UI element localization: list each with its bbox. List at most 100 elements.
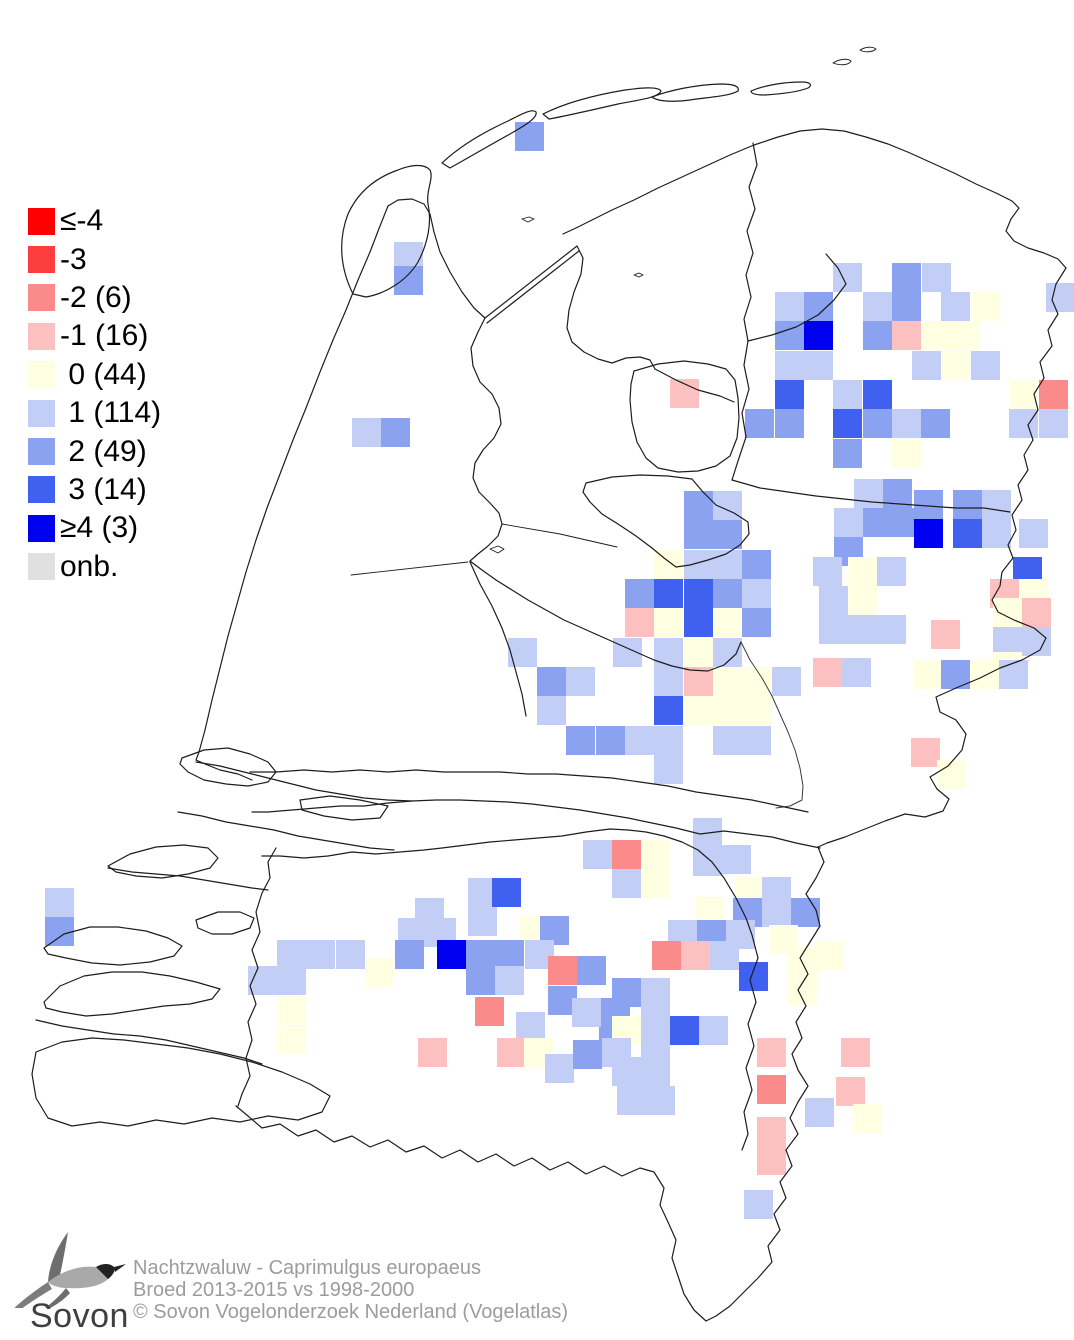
grid-cell: [596, 726, 625, 755]
legend-swatch: [28, 322, 55, 350]
grid-cell: [625, 579, 654, 608]
grid-cell: [1046, 283, 1074, 312]
grid-cell: [475, 997, 504, 1026]
grid-cell: [654, 638, 683, 667]
legend-item: ≥4 (3): [28, 509, 161, 547]
legend-item: 2 (49): [28, 432, 161, 470]
map-caption: Nachtzwaluw - Caprimulgus europaeus Broe…: [133, 1257, 568, 1323]
caption-species: Nachtzwaluw - Caprimulgus europaeus: [133, 1257, 481, 1279]
grid-cell: [941, 351, 970, 380]
legend-swatch: [28, 284, 55, 312]
grid-cell: [833, 409, 862, 438]
grid-cell: [863, 380, 892, 409]
grid-cell: [819, 615, 848, 644]
grid-cell: [744, 1190, 773, 1219]
grid-cell: [854, 479, 883, 508]
grid-cell: [937, 760, 966, 789]
grid-cell: [842, 658, 871, 687]
grid-cell: [833, 439, 862, 468]
legend-item: 1 (114): [28, 394, 161, 432]
grid-cell: [1009, 380, 1038, 409]
grid-cell: [739, 962, 768, 991]
grid-cell: [646, 1086, 675, 1115]
grid-cell: [277, 995, 306, 1024]
grid-cell: [914, 519, 943, 548]
grid-cell: [804, 321, 833, 350]
legend-swatch: [28, 553, 55, 581]
grid-cell: [625, 726, 654, 755]
grid-cell: [877, 557, 906, 586]
grid-cell: [742, 579, 771, 608]
legend-label: ≤-4: [60, 204, 104, 238]
grid-cell: [684, 491, 713, 520]
grid-cell: [306, 940, 335, 969]
legend: ≤-4 -3 -2 (6) -1 (16) 0 (44) 1 (114) 2 (49)…: [28, 202, 161, 586]
grid-cell: [911, 738, 940, 767]
legend-item: -2 (6): [28, 279, 161, 317]
grid-cell: [612, 869, 641, 898]
legend-item: 0 (44): [28, 356, 161, 394]
grid-cell: [693, 818, 722, 847]
legend-label: 1 (114): [60, 396, 162, 430]
grid-cell: [710, 941, 739, 970]
grid-cell: [757, 1146, 786, 1175]
legend-label: 3 (14): [60, 472, 147, 506]
grid-cell: [537, 696, 566, 725]
grid-cell: [993, 598, 1022, 627]
legend-swatch: [28, 246, 55, 274]
grid-cell: [566, 667, 595, 696]
grid-cell: [684, 667, 713, 696]
grid-cell: [684, 579, 713, 608]
legend-swatch: [28, 514, 55, 542]
grid-cell: [684, 608, 713, 637]
legend-item: 3 (14): [28, 471, 161, 509]
grid-cell: [953, 490, 982, 519]
grid-cell: [670, 379, 699, 408]
grid-cell: [492, 878, 521, 907]
grid-cell: [468, 907, 497, 936]
grid-cell: [813, 658, 842, 687]
grid-cell: [583, 840, 612, 869]
grid-cell: [641, 1057, 670, 1086]
grid-cell: [813, 557, 842, 586]
grid-cell: [684, 520, 713, 549]
grid-cell: [791, 898, 820, 927]
grid-cell: [45, 888, 74, 917]
grid-cell: [863, 292, 892, 321]
grid-cell: [654, 667, 683, 696]
grid-cell: [418, 1038, 447, 1067]
grid-cell: [941, 292, 970, 321]
grid-cell: [912, 351, 941, 380]
grid-cell: [931, 620, 960, 649]
grid-cell: [971, 292, 1000, 321]
grid-cell: [466, 966, 495, 995]
grid-cell: [277, 966, 306, 995]
grid-cell: [641, 869, 670, 898]
grid-cell: [742, 696, 771, 725]
grid-cell: [248, 966, 277, 995]
sovon-logo: Sovon: [4, 1230, 136, 1336]
grid-cell: [941, 660, 970, 689]
grid-cell: [982, 519, 1011, 548]
grid-cell: [572, 998, 601, 1027]
grid-cell: [277, 1025, 306, 1054]
grid-cell: [788, 976, 817, 1005]
grid-cell: [775, 351, 804, 380]
grid-cell: [775, 380, 804, 409]
grid-cell: [742, 550, 771, 579]
grid-cell: [833, 380, 862, 409]
grid-cell: [971, 351, 1000, 380]
grid-cell: [713, 550, 742, 579]
grid-cell: [548, 956, 577, 985]
legend-item: ≤-4: [28, 202, 161, 240]
grid-cell: [815, 941, 844, 970]
grid-cell: [1039, 409, 1068, 438]
grid-cell: [833, 263, 862, 292]
grid-cell: [497, 1038, 526, 1067]
grid-cell: [757, 1038, 786, 1067]
legend-label: -1 (16): [60, 319, 149, 353]
grid-cell: [652, 941, 681, 970]
grid-cell: [394, 266, 423, 295]
